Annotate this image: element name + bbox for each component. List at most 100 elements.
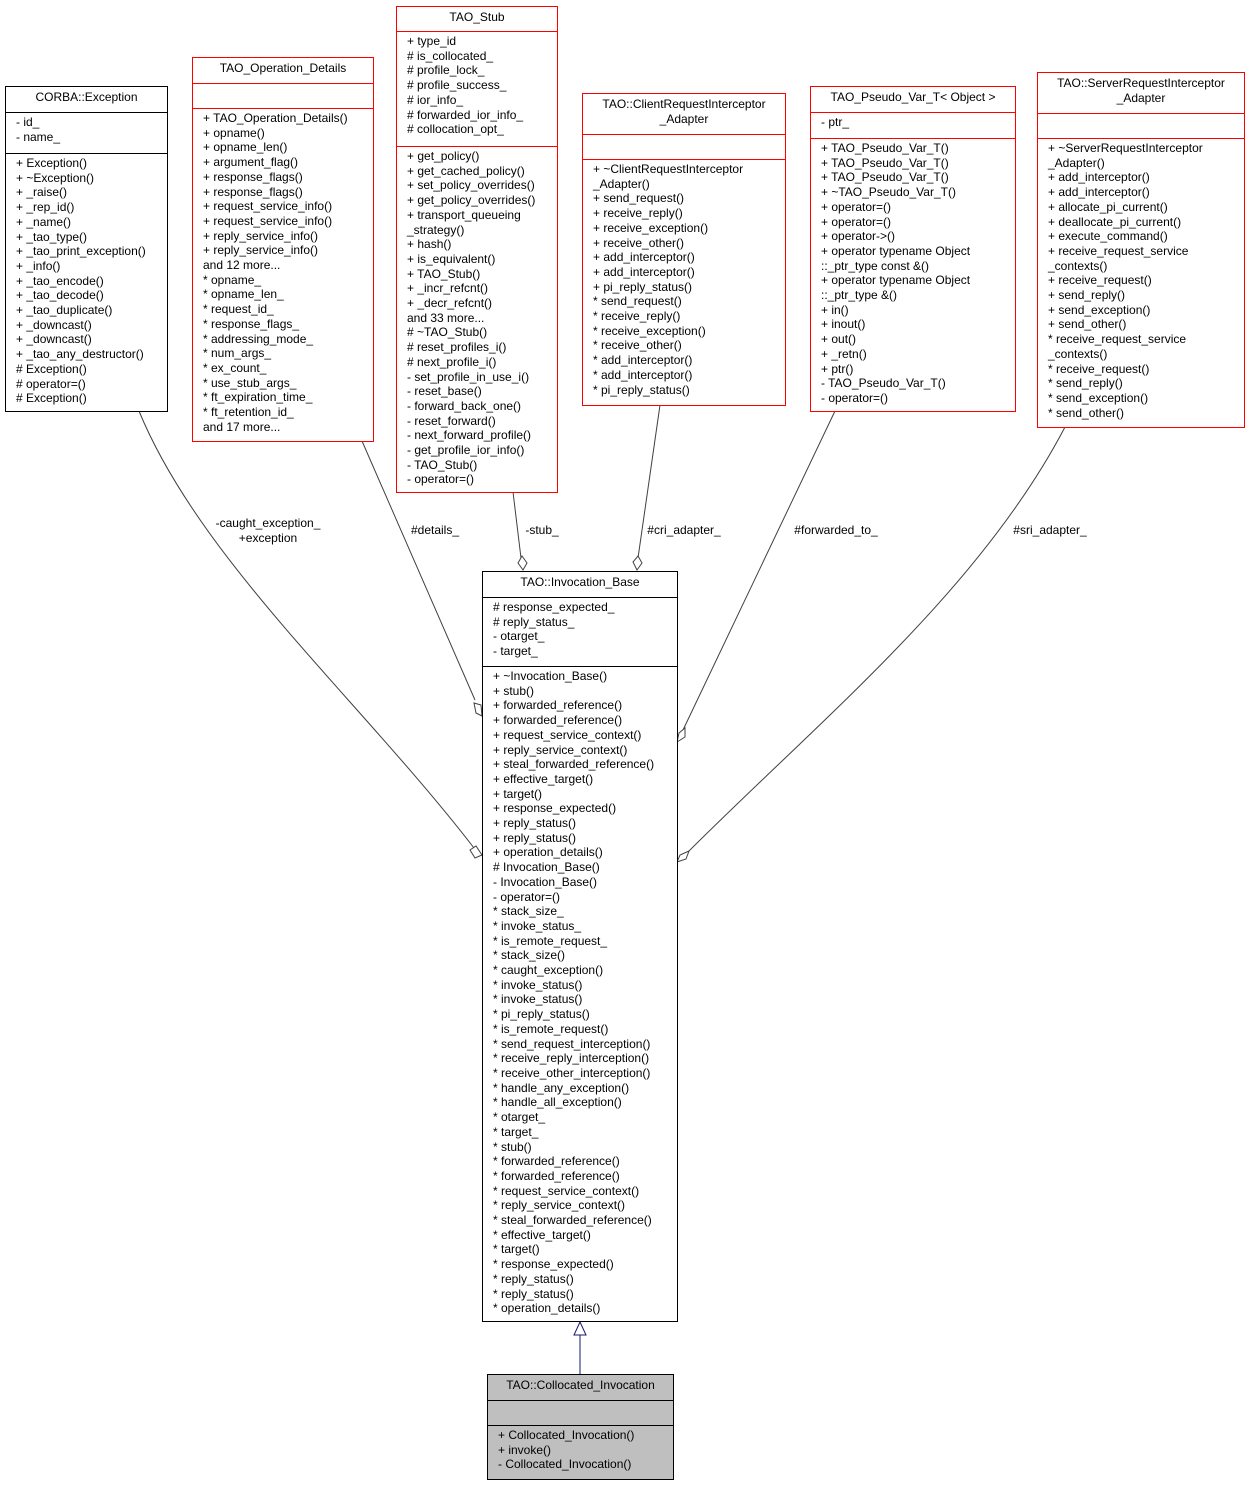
- class-method: + reply_status(): [493, 830, 577, 845]
- class-corba-exception[interactable]: CORBA::Exception - id_ - name_ + Exception(…: [5, 86, 168, 412]
- class-method: + send_reply(): [1048, 288, 1126, 303]
- class-method: # reset_profiles_i(): [407, 340, 507, 355]
- class-method: + pi_reply_status(): [593, 279, 693, 294]
- class-method: * send_reply(): [1048, 376, 1123, 391]
- class-method: + _raise(): [16, 185, 68, 200]
- class-method: + _tao_type(): [16, 229, 88, 244]
- class-attribute: # forwarded_ior_info_: [407, 107, 524, 122]
- class-title: TAO::ServerRequestInterceptor _Adapter: [1057, 76, 1225, 105]
- class-method: + reply_service_info(): [203, 228, 319, 243]
- methods-section: + Exception() + ~Exception() + _raise() + _…: [6, 153, 167, 412]
- class-method: * opname_: [203, 272, 262, 287]
- edge-sri-adapter: [687, 426, 1066, 853]
- class-method: + request_service_info(): [203, 199, 333, 214]
- class-method: * add_interceptor(): [593, 353, 693, 368]
- methods-section: + ~ServerRequestInterceptor _Adapter() + a…: [1038, 138, 1244, 428]
- class-invocation-base[interactable]: TAO::Invocation_Base# response_expected_…: [482, 571, 678, 1322]
- class-method: + request_service_info(): [203, 213, 333, 228]
- class-method: + _tao_print_exception(): [16, 244, 146, 259]
- class-method: + ~TAO_Pseudo_Var_T(): [821, 185, 956, 200]
- class-method: - reset_forward(): [407, 413, 496, 428]
- class-method: - operator=(): [493, 889, 561, 904]
- class-tao-operation-details[interactable]: TAO_Operation_Details + TAO_Operation_Det…: [192, 57, 374, 442]
- class-method: - operator=(): [821, 390, 889, 405]
- attributes-section: + type_id # is_collocated_ # profile_lock_…: [397, 31, 557, 146]
- class-method: * invoke_status(): [493, 977, 583, 992]
- class-method: + invoke(): [498, 1442, 552, 1457]
- class-attribute: # ior_info_: [407, 92, 464, 107]
- edge-stub: [512, 491, 522, 559]
- class-method: + _decr_refcnt(): [407, 296, 493, 311]
- class-method: + operator typename Object: [821, 273, 971, 288]
- class-method: + opname_len(): [203, 140, 288, 155]
- class-attribute: # collocation_opt_: [407, 122, 504, 137]
- class-method: + ~Invocation_Base(): [493, 669, 608, 683]
- class-method: * target_: [493, 1124, 539, 1139]
- class-attribute: - name_: [16, 129, 61, 144]
- class-server-request-interceptor-adapter[interactable]: TAO::ServerRequestInterceptor _Adapter+ …: [1037, 72, 1245, 428]
- class-method: + reply_status(): [493, 816, 577, 831]
- class-method: + TAO_Pseudo_Var_T(): [821, 155, 949, 170]
- class-attribute: - id_: [16, 115, 40, 129]
- class-method: * is_remote_request_: [493, 933, 608, 948]
- class-method: + _tao_encode(): [16, 273, 104, 288]
- class-method: * response_flags_: [203, 316, 300, 331]
- class-method: - get_profile_ior_info(): [407, 443, 525, 458]
- class-title: TAO_Stub: [449, 10, 505, 24]
- attributes-section: - ptr_: [811, 112, 1015, 138]
- aggregation-diamond-stub: [517, 555, 528, 571]
- class-client-request-interceptor-adapter[interactable]: TAO::ClientRequestInterceptor _Adapter+ …: [582, 93, 786, 406]
- class-method: + ~ServerRequestInterceptor: [1048, 141, 1203, 155]
- class-method: * operation_details(): [493, 1301, 601, 1316]
- class-attribute: # response_expected_: [493, 600, 615, 614]
- class-method: ::_ptr_type &(): [821, 288, 898, 303]
- attributes-section: [193, 83, 373, 108]
- class-method: * steal_forwarded_reference(): [493, 1213, 652, 1228]
- class-method: + get_cached_policy(): [407, 163, 525, 178]
- class-method: + add_interceptor(): [593, 264, 695, 279]
- class-method: * request_service_context(): [493, 1183, 640, 1198]
- class-method: ::_ptr_type const &(): [821, 258, 930, 273]
- class-method: * add_interceptor(): [593, 367, 693, 382]
- class-method: * send_request(): [593, 294, 682, 309]
- class-method: + add_interceptor(): [1048, 185, 1150, 200]
- class-method: + Collocated_Invocation(): [498, 1428, 635, 1442]
- class-method: * reply_service_context(): [493, 1198, 626, 1213]
- inheritance-arrow-icon: [573, 1320, 587, 1336]
- class-attribute: # profile_lock_: [407, 63, 485, 78]
- class-tao-stub[interactable]: TAO_Stub + type_id # is_collocated_ # profi…: [396, 6, 558, 493]
- aggregation-diamond-details: [473, 702, 483, 717]
- class-attribute: + type_id: [407, 34, 457, 48]
- class-method: + _retn(): [821, 346, 867, 361]
- class-method: * handle_any_exception(): [493, 1080, 630, 1095]
- class-method: * otarget_: [493, 1110, 546, 1125]
- aggregation-diamond-cri: [632, 555, 643, 571]
- class-method: + steal_forwarded_reference(): [493, 757, 655, 772]
- class-attribute: - otarget_: [493, 629, 545, 644]
- class-method: _Adapter(): [1048, 155, 1105, 170]
- class-method: + send_exception(): [1048, 302, 1151, 317]
- class-method: and 17 more...: [203, 419, 281, 434]
- class-method: * stub(): [493, 1139, 532, 1154]
- edge-label-caught-exception: -caught_exception_ +exception: [215, 516, 321, 545]
- class-title: TAO::Invocation_Base: [520, 575, 640, 589]
- class-method: + forwarded_reference(): [493, 698, 623, 713]
- class-method: + operator=(): [821, 214, 892, 229]
- class-method: + hash(): [407, 237, 452, 252]
- aggregation-diamond-forwarded: [676, 726, 686, 744]
- class-method: + receive_reply(): [593, 206, 683, 221]
- class-title: TAO::ClientRequestInterceptor _Adapter: [602, 97, 766, 126]
- class-method: + _incr_refcnt(): [407, 281, 489, 296]
- class-collocated-invocation[interactable]: TAO::Collocated_Invocation + Collocated_I…: [487, 1374, 674, 1480]
- class-method: + receive_request_service: [1048, 243, 1189, 258]
- class-method: + execute_command(): [1048, 229, 1168, 244]
- class-attribute: - ptr_: [821, 115, 850, 129]
- edge-label-forwarded-to: #forwarded_to_: [794, 523, 878, 537]
- class-tao-pseudo-var-t[interactable]: TAO_Pseudo_Var_T< Object > - ptr_ + TAO_Ps…: [810, 86, 1016, 412]
- class-method: * send_exception(): [1048, 390, 1149, 405]
- class-method: _Adapter(): [593, 176, 650, 191]
- class-method: + receive_exception(): [593, 220, 709, 235]
- class-method: * receive_other(): [593, 338, 682, 353]
- class-method: + out(): [821, 332, 857, 347]
